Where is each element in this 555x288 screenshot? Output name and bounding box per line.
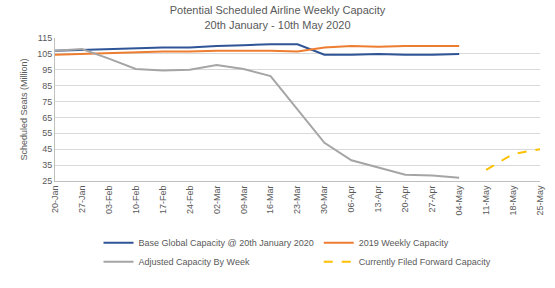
svg-text:09-Mar: 09-Mar (239, 186, 249, 215)
svg-text:10-Feb: 10-Feb (131, 186, 141, 215)
svg-text:06-Apr: 06-Apr (346, 186, 356, 213)
svg-text:27-Apr: 27-Apr (427, 186, 437, 213)
svg-text:27-Jan: 27-Jan (77, 186, 87, 214)
svg-text:04-May: 04-May (454, 185, 464, 216)
svg-text:Adjusted Capacity By Week: Adjusted Capacity By Week (139, 257, 250, 267)
svg-text:25: 25 (42, 176, 52, 186)
svg-text:Potential Scheduled Airline We: Potential Scheduled Airline Weekly Capac… (170, 4, 386, 30)
svg-text:65: 65 (42, 113, 52, 123)
svg-text:85: 85 (42, 81, 52, 91)
svg-text:55: 55 (42, 128, 52, 138)
svg-text:20-Apr: 20-Apr (400, 186, 410, 213)
svg-text:Scheduled Seats (Million): Scheduled Seats (Million) (19, 58, 29, 160)
svg-text:35: 35 (42, 160, 52, 170)
svg-text:45: 45 (42, 144, 52, 154)
svg-text:24-Feb: 24-Feb (185, 186, 195, 215)
svg-text:2019 Weekly Capacity: 2019 Weekly Capacity (359, 238, 449, 248)
svg-text:Currently Filed Forward Capaci: Currently Filed Forward Capacity (359, 257, 491, 267)
svg-text:13-Apr: 13-Apr (373, 186, 383, 213)
svg-text:17-Feb: 17-Feb (158, 186, 168, 215)
svg-text:20-Jan: 20-Jan (50, 186, 60, 214)
svg-text:Base Global Capacity @ 20th Ja: Base Global Capacity @ 20th January 2020 (139, 238, 314, 248)
svg-text:16-Mar: 16-Mar (265, 186, 275, 215)
svg-text:23-Mar: 23-Mar (292, 186, 302, 215)
svg-text:11-May: 11-May (481, 185, 491, 215)
svg-text:18-May: 18-May (508, 185, 518, 216)
svg-text:95: 95 (42, 65, 52, 75)
svg-text:105: 105 (37, 49, 52, 59)
svg-text:115: 115 (38, 33, 52, 43)
svg-text:02-Mar: 02-Mar (212, 186, 222, 215)
svg-text:30-Mar: 30-Mar (319, 186, 329, 215)
svg-text:03-Feb: 03-Feb (104, 186, 114, 215)
svg-text:25-May: 25-May (535, 185, 545, 216)
svg-text:75: 75 (42, 97, 52, 107)
